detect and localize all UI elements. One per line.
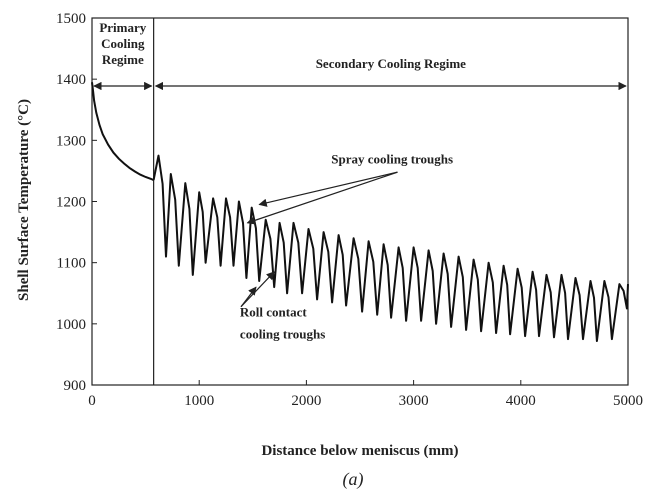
temperature-curve <box>91 82 629 342</box>
y-tick-label-5: 1400 <box>56 72 86 88</box>
plot-frame <box>91 17 629 386</box>
secondary-regime-label-0: Secondary Cooling Regime <box>316 56 466 71</box>
primary-regime-label-0: Primary <box>99 20 146 35</box>
y-tick-label-0: 900 <box>64 378 87 394</box>
figure-caption: (a) <box>343 469 364 490</box>
axis-ticks: 0 1000 2000 3000 4000 5000 900 1000 1100 1200 1300… <box>56 11 643 409</box>
plot-area <box>91 17 629 386</box>
x-tick-label-3: 3000 <box>399 393 429 409</box>
x-tick-label-2: 2000 <box>291 393 321 409</box>
roll-troughs-label-0: Roll contact <box>240 304 307 319</box>
x-tick-label-1: 1000 <box>184 393 214 409</box>
primary-regime-label-2: Regime <box>102 52 144 67</box>
primary-cooling-curve <box>91 82 155 182</box>
x-tick-label-4: 4000 <box>506 393 536 409</box>
primary-regime-label-1: Cooling <box>101 36 145 51</box>
roll-troughs-arrow-1 <box>240 271 275 308</box>
y-tick-label-4: 1300 <box>56 133 86 149</box>
x-axis-label: Distance below meniscus (mm) <box>261 443 458 459</box>
x-tick-label-5: 5000 <box>613 393 643 409</box>
y-tick-label-2: 1100 <box>57 256 86 272</box>
secondary-cooling-curve <box>152 154 629 342</box>
y-tick-label-1: 1000 <box>56 317 86 333</box>
x-tick-label-0: 0 <box>88 393 96 409</box>
spray-troughs-arrow-1 <box>246 171 398 225</box>
roll-troughs-label-1: cooling troughs <box>240 326 325 341</box>
y-axis-label: Shell Surface Temperature (°C) <box>16 99 32 301</box>
y-tick-label-6: 1500 <box>56 11 86 27</box>
spray-troughs-arrow-0 <box>258 171 398 207</box>
y-tick-label-3: 1200 <box>56 195 86 211</box>
spray-troughs-label-0: Spray cooling troughs <box>331 152 453 167</box>
